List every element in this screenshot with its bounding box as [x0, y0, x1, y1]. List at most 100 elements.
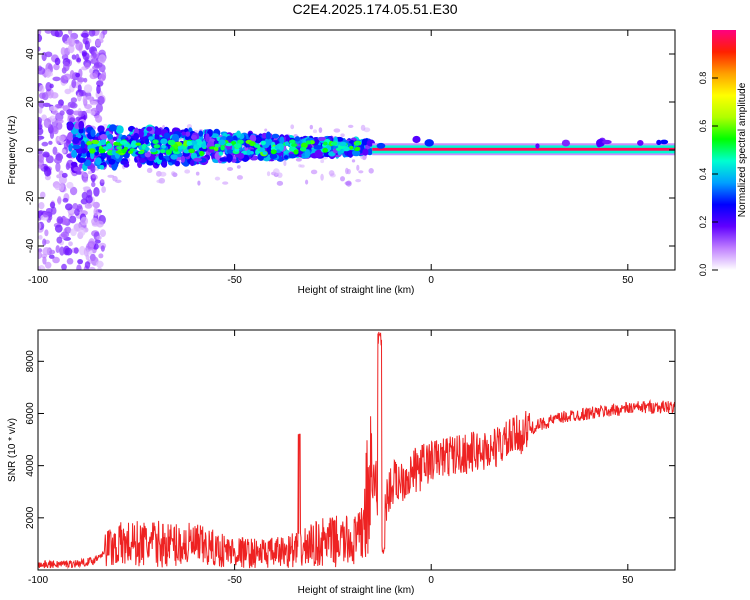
heatmap-cell: [185, 131, 191, 137]
snr-y-tick-label: 6000: [25, 402, 36, 425]
heatmap-cell: [264, 138, 273, 146]
heatmap-cell: [77, 203, 83, 210]
heatmap-cell: [77, 258, 84, 265]
heatmap-cell: [234, 147, 240, 152]
heatmap-cell: [67, 30, 73, 35]
heatmap-cell: [347, 124, 354, 129]
heatmap-y-tick-label: 0: [25, 147, 36, 153]
heatmap-cell: [70, 97, 78, 104]
heatmap-cell: [356, 164, 360, 171]
heatmap-cell: [60, 47, 66, 56]
heatmap-cell: [226, 153, 233, 163]
heatmap-cell: [38, 34, 43, 43]
heatmap-cell: [50, 30, 59, 37]
heatmap-cell: [82, 186, 91, 191]
heatmap-cell: [159, 149, 166, 154]
heatmap-cell: [328, 170, 335, 177]
heatmap-cell: [91, 139, 99, 145]
chart-title: C2E4.2025.174.05.51.E30: [292, 1, 457, 17]
heatmap-cell: [76, 264, 82, 270]
heatmap-cell: [55, 162, 61, 172]
heatmap-cell: [45, 68, 51, 78]
heatmap-cell: [269, 153, 278, 159]
heatmap-cell: [123, 143, 131, 148]
heatmap-cell: [62, 197, 69, 203]
heatmap-cell: [340, 133, 345, 138]
heatmap-cell: [66, 181, 74, 189]
heatmap-cell: [314, 149, 324, 158]
heatmap-cell: [368, 168, 374, 174]
heatmap-cell: [74, 208, 80, 216]
heatmap-cell: [83, 84, 93, 94]
heatmap-cell: [348, 149, 354, 158]
heatmap-cell: [68, 37, 76, 47]
heatmap-cell: [74, 123, 79, 129]
heatmap-cell: [91, 181, 96, 188]
heatmap-cell: [84, 104, 93, 110]
heatmap-cell: [65, 203, 73, 211]
heatmap-cell: [70, 228, 77, 237]
heatmap-cell: [81, 148, 87, 154]
heatmap-cell: [98, 54, 107, 64]
heatmap-cell: [49, 249, 56, 255]
heatmap-cell: [89, 72, 98, 80]
heatmap-cell: [264, 128, 268, 132]
heatmap-cell: [63, 73, 72, 80]
heatmap-cell: [72, 110, 81, 116]
heatmap-cell: [276, 180, 284, 186]
heatmap-cell: [38, 99, 45, 109]
heatmap-cell: [226, 149, 234, 154]
heatmap-cell: [85, 254, 90, 261]
snr-y-label: SNR (10 * v/v): [7, 418, 18, 482]
heatmap-cell: [95, 114, 103, 123]
colorbar-label: Normalized spectral amplitude: [737, 82, 748, 217]
heatmap-cell: [60, 134, 67, 141]
heatmap-cell: [81, 50, 88, 57]
heatmap-cell: [38, 265, 46, 270]
heatmap-cell: [71, 54, 77, 60]
heatmap-cell: [98, 253, 104, 259]
snr-y-ticks: 2000 4000 6000 8000: [25, 350, 675, 529]
heatmap-cell: [180, 155, 186, 163]
heatmap-cell: [75, 41, 83, 51]
heatmap-cell: [170, 154, 178, 160]
heatmap-cell: [88, 148, 96, 154]
heatmap-cell: [288, 153, 297, 159]
heatmap-cell: [259, 147, 266, 153]
heatmap-cell: [167, 139, 176, 146]
heatmap-cell: [310, 169, 318, 175]
heatmap-cell: [191, 134, 198, 140]
heatmap-cell: [213, 146, 219, 152]
heatmap-cell: [362, 148, 369, 156]
heatmap-cell: [90, 58, 99, 65]
heatmap-cell: [351, 159, 356, 163]
heatmap-cell: [77, 77, 85, 83]
heatmap-cell: [90, 143, 98, 148]
heatmap-cell: [300, 164, 305, 168]
heatmap-cell: [144, 147, 150, 151]
heatmap-cell: [67, 131, 75, 141]
heatmap-cell: [86, 96, 93, 101]
heatmap-cell: [188, 148, 195, 154]
heatmap-cell: [48, 140, 53, 145]
heatmap-cell: [323, 141, 328, 146]
heatmap-cell: [60, 231, 70, 238]
heatmap-cell: [38, 164, 44, 169]
heatmap-cell: [99, 229, 107, 238]
snr-frame: [37, 329, 676, 571]
heatmap-cell: [99, 164, 105, 170]
colorbar-tick-label: 0.4: [698, 168, 708, 181]
heatmap-cell: [158, 152, 164, 161]
heatmap-cell: [293, 149, 299, 155]
heatmap-cell: [42, 102, 51, 108]
heatmap-cell: [236, 175, 243, 180]
snr-y-tick-label: 4000: [25, 454, 36, 477]
heatmap-cell: [260, 140, 266, 146]
heatmap-cell: [283, 160, 287, 167]
heatmap-cell: [424, 139, 434, 147]
heatmap-cell: [38, 222, 42, 230]
heatmap-cells: [38, 30, 675, 270]
heatmap-cell: [273, 168, 280, 176]
heatmap-cell: [38, 46, 41, 52]
heatmap-cell: [66, 258, 74, 265]
